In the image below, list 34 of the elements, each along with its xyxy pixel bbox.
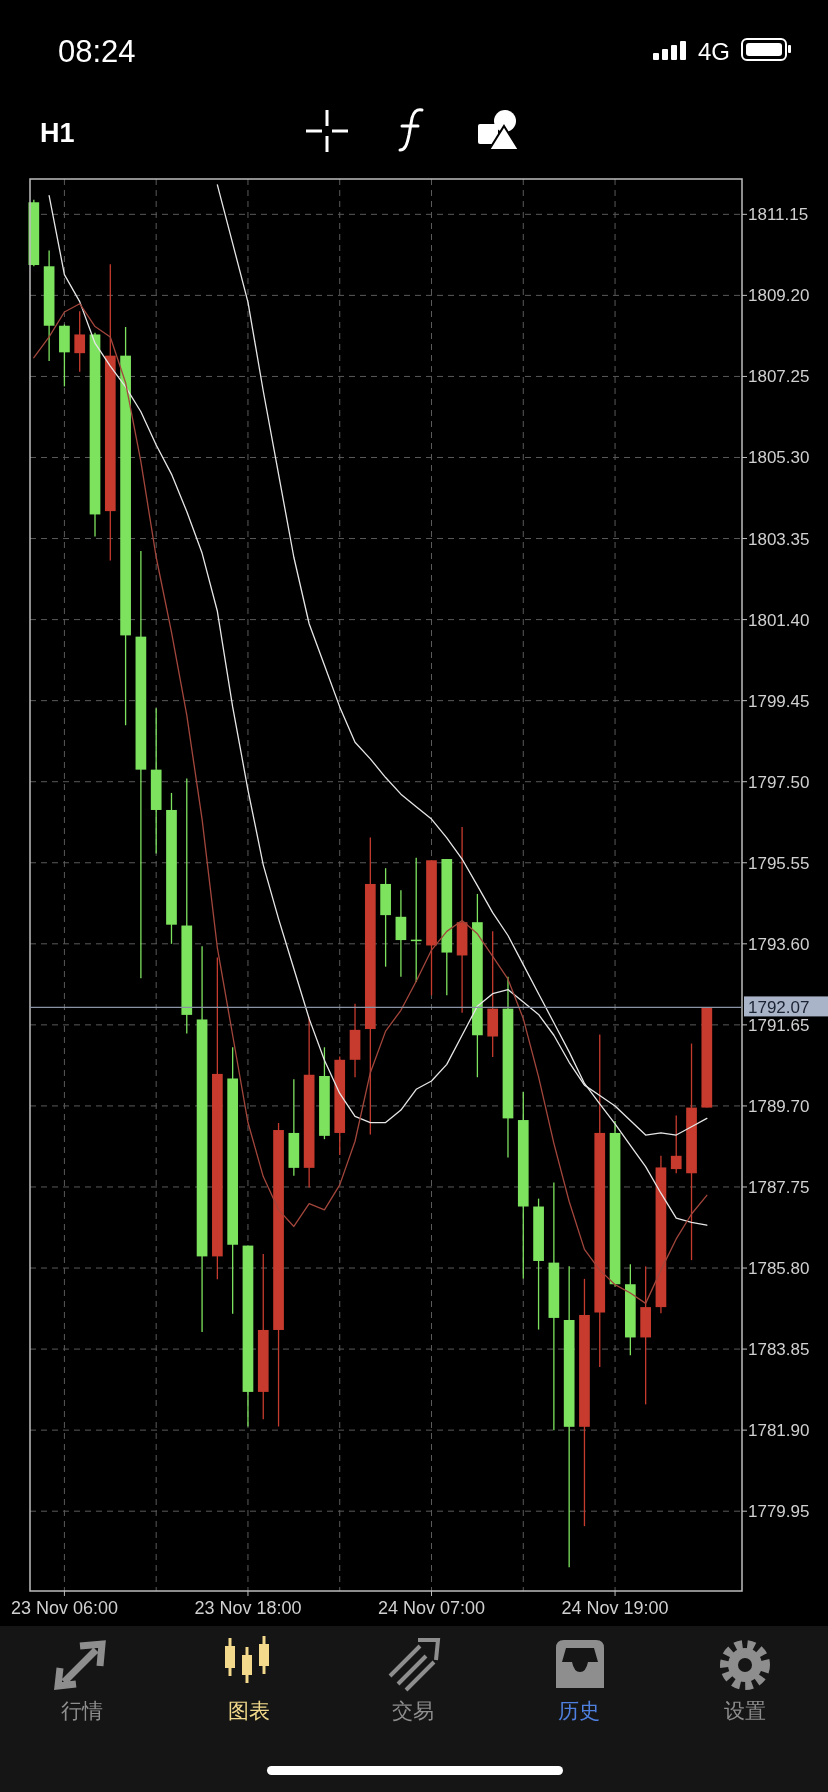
y-tick-label: 1795.55 — [748, 853, 810, 873]
text: 历史 — [558, 1699, 600, 1722]
candlestick — [74, 310, 86, 373]
text: 4G — [698, 38, 731, 65]
y-tick-label: 1797.50 — [748, 772, 810, 792]
y-tick-label: 1793.60 — [748, 934, 810, 954]
text: 设置 — [724, 1699, 766, 1722]
y-tick-label: 1783.85 — [748, 1340, 810, 1360]
x-tick-label: 24 Nov 07:00 — [377, 1598, 486, 1618]
text: 08:24 — [58, 34, 136, 69]
x-tick-label: 23 Nov 06:00 — [10, 1598, 118, 1618]
candlestick — [395, 889, 407, 978]
line-series — [33, 303, 708, 1305]
text: 行情 — [61, 1699, 103, 1722]
y-tick-label: 1785.80 — [748, 1259, 810, 1279]
y-tick-label: 1779.95 — [748, 1502, 810, 1522]
y-tick-label: 1781.90 — [748, 1421, 810, 1441]
chart-title: H1 — [40, 118, 75, 148]
y-tick-label: 1811.15 — [748, 205, 809, 225]
x-tick-label: 24 Nov 19:00 — [561, 1598, 669, 1618]
y-tick-label: 1801.40 — [748, 610, 810, 630]
y-tick-label: 1791.65 — [748, 1015, 810, 1035]
ref-line-label: 1792.07 — [748, 998, 810, 1018]
y-tick-label: 1807.25 — [748, 367, 810, 387]
y-tick-label: 1787.75 — [748, 1177, 810, 1197]
y-tick-label: 1809.20 — [748, 286, 810, 306]
candlestick — [670, 1114, 682, 1174]
y-tick-label: 1799.45 — [748, 691, 810, 711]
text: 图表 — [228, 1699, 270, 1722]
y-tick-label: 1805.30 — [748, 448, 810, 468]
x-tick-label: 23 Nov 18:00 — [194, 1598, 302, 1618]
y-tick-label: 1789.70 — [748, 1096, 810, 1116]
y-tick-label: 1803.35 — [748, 529, 810, 549]
text: 交易 — [392, 1699, 434, 1722]
